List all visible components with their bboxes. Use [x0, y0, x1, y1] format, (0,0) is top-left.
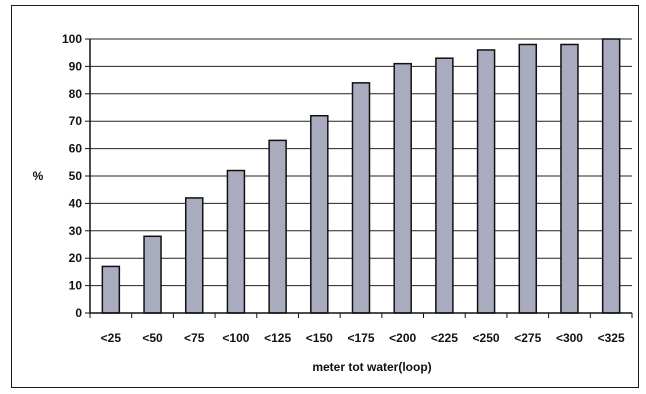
bar [101, 265, 121, 314]
bar [560, 43, 579, 314]
y-tick-label: 80 [69, 87, 83, 101]
x-axis-title: meter tot water(loop) [312, 360, 431, 374]
bar [184, 197, 204, 314]
x-tick-label: <100 [222, 331, 249, 345]
x-tick-label: <200 [389, 331, 416, 345]
x-tick-label: <225 [431, 331, 458, 345]
x-tick-label: <25 [101, 331, 122, 345]
y-tick-label: 30 [69, 224, 83, 238]
x-tick-label: <250 [473, 331, 500, 345]
x-tick-label: <125 [264, 331, 291, 345]
x-tick-label: <325 [598, 331, 625, 345]
bars [101, 38, 621, 314]
y-tick-label: 90 [69, 59, 83, 73]
y-tick-label: 50 [69, 169, 83, 183]
bar [351, 82, 371, 314]
x-tick-label: <50 [142, 331, 163, 345]
y-tick-label: 0 [75, 306, 82, 320]
bar [310, 114, 329, 314]
x-tick-label: <75 [184, 331, 205, 345]
bar [476, 49, 496, 314]
x-tick-labels: <25 <50 <75 <100 <125 <150 <175 <200 <225 <250 <27… [101, 331, 625, 345]
bar [601, 38, 621, 314]
y-tick-label: 10 [69, 279, 83, 293]
y-tick-label: 40 [69, 196, 83, 210]
bar [143, 235, 162, 314]
bar [435, 57, 454, 314]
bar [268, 139, 287, 314]
y-tick-label: 70 [69, 114, 83, 128]
gridlines [90, 38, 632, 287]
bar [518, 43, 538, 314]
y-tick-label: 100 [62, 32, 82, 46]
x-tick-label: <150 [306, 331, 333, 345]
bar [393, 62, 412, 314]
axes [85, 38, 633, 318]
y-axis-title: % [33, 169, 44, 183]
y-tick-labels: 0 10 20 30 40 50 60 70 80 90 100 [62, 32, 82, 320]
x-tick-label: <275 [514, 331, 541, 345]
bar [226, 169, 246, 314]
y-tick-label: 20 [69, 251, 83, 265]
x-tick-label: <300 [556, 331, 583, 345]
y-tick-label: 60 [69, 142, 83, 156]
x-tick-label: <175 [347, 331, 374, 345]
